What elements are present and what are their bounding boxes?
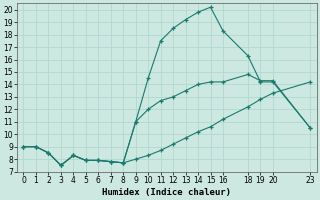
X-axis label: Humidex (Indice chaleur): Humidex (Indice chaleur) [102, 188, 231, 197]
